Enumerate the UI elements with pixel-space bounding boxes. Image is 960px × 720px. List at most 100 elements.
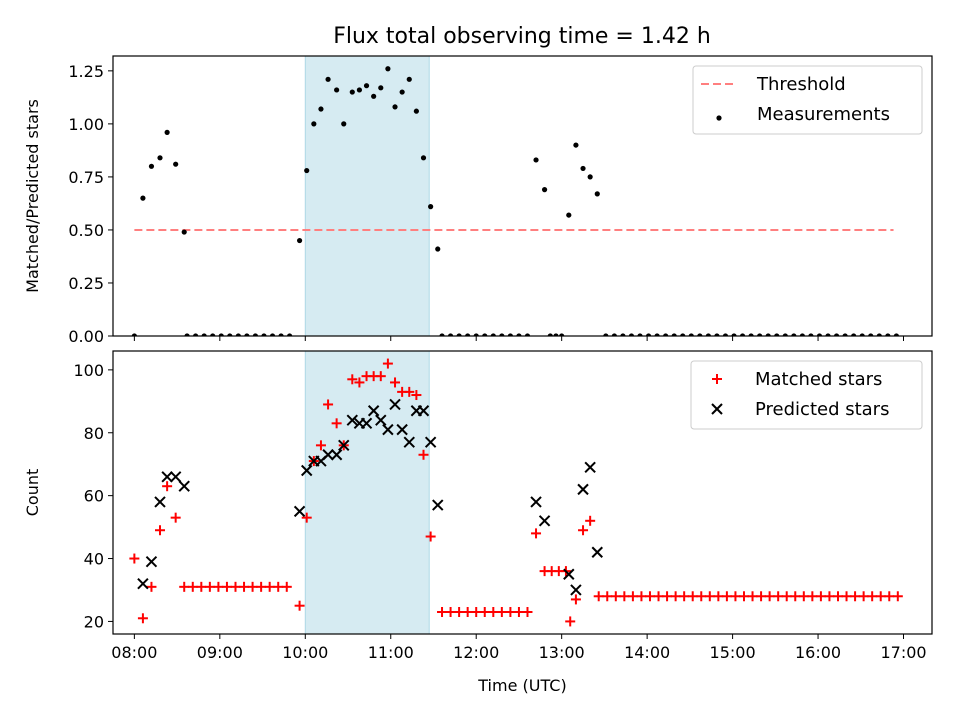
matched-stars-point (790, 591, 801, 602)
measurements-point (782, 333, 788, 336)
bottom-panel: 20 40 60 80 100 08:00 09:00 10:00 11:00 12:00 13:0… (23, 350, 933, 695)
predicted-stars-point (389, 398, 401, 411)
legend-label-threshold: Threshold (756, 74, 846, 95)
predicted-stars-point (538, 515, 551, 527)
measurements-point (406, 76, 412, 82)
matched-stars-point (653, 591, 664, 602)
measurements-point (413, 108, 419, 114)
measurements-point (435, 246, 441, 252)
measurements-point (559, 333, 565, 336)
predicted-stars-point (577, 483, 589, 496)
measurements-point (311, 121, 317, 127)
matched-stars-point (850, 591, 861, 602)
measurements-point (157, 155, 163, 161)
measurements-point (868, 333, 874, 336)
matched-stars-point (129, 553, 140, 564)
matched-stars-point (798, 591, 809, 602)
measurements-point (334, 87, 340, 93)
measurements-point (680, 333, 686, 336)
predicted-stars-point (145, 555, 158, 568)
measurements-point (399, 89, 405, 95)
matched-stars-point (496, 606, 507, 617)
measurements-point (385, 66, 391, 72)
predicted-stars-point (137, 577, 149, 590)
measurements-point (645, 333, 652, 336)
predicted-stars-point (322, 449, 334, 461)
matched-stars-point (815, 591, 826, 602)
matched-stars-point (679, 591, 690, 602)
bottom-xtick-label: 13:00 (539, 643, 585, 662)
bottom-observing-window-span (304, 350, 430, 635)
bottom-ytick-label: 60 (84, 487, 104, 506)
matched-stars-point (462, 606, 473, 617)
matched-stars-point (294, 600, 305, 611)
measurements-point (885, 333, 891, 336)
matched-stars-point (404, 386, 415, 397)
measurements-point (378, 85, 384, 91)
matched-stars-point (858, 591, 869, 602)
measurements-point (603, 333, 609, 336)
matched-stars-point (204, 581, 215, 592)
matched-stars-point (764, 591, 775, 602)
matched-stars-point (867, 591, 878, 602)
measurements-point (473, 333, 479, 336)
legend-label-predicted-stars: Predicted stars (755, 399, 889, 420)
bottom-legend: Matched stars Predicted stars (690, 360, 923, 430)
matched-stars-point (696, 591, 707, 602)
measurements-point (859, 333, 865, 336)
measurements-point (748, 333, 754, 336)
bottom-ytick-label: 40 (84, 550, 104, 569)
measurements-point (799, 333, 805, 336)
matched-stars-point (670, 591, 681, 602)
top-ytick-label: 0.00 (68, 327, 104, 346)
matched-stars-point (773, 591, 784, 602)
matched-stars-point (256, 581, 267, 592)
matched-stars-point (824, 591, 835, 602)
measurements-point (428, 204, 434, 210)
measurements-point (269, 333, 276, 336)
legend-entry-matched-stars: Matched stars (712, 369, 882, 390)
measurements-point (181, 229, 187, 235)
matched-stars-point (437, 606, 448, 617)
measurements-point (507, 333, 513, 336)
measurements-point (524, 333, 531, 336)
measurements-point (547, 333, 553, 336)
matched-stars-point (230, 581, 241, 592)
matched-stars-point (713, 591, 724, 602)
measurements-point (876, 333, 882, 336)
measurements-point (356, 87, 363, 93)
measurements-point (697, 333, 703, 336)
top-ylabel: Matched/Predicted stars (23, 99, 42, 293)
bottom-xtick-label: 11:00 (368, 643, 414, 662)
measurements-point (420, 155, 427, 161)
matched-stars-point (445, 606, 456, 617)
matched-stars-point (730, 591, 741, 602)
bottom-ytick-label: 80 (84, 424, 104, 443)
matched-stars-point (187, 581, 198, 592)
predicted-stars-point (375, 414, 387, 426)
measurements-point (482, 333, 488, 336)
measurements-point (363, 83, 370, 89)
legend-entry-measurements: Measurements (716, 104, 890, 125)
top-axes-frame (112, 55, 933, 337)
matched-stars-point (454, 606, 465, 617)
bottom-xtick-label: 12:00 (453, 643, 499, 662)
measurements-point (816, 333, 823, 336)
measurements-point (533, 157, 539, 163)
matched-stars-point (505, 606, 516, 617)
predicted-stars-point (432, 499, 444, 511)
predicted-stars-point (382, 423, 394, 436)
measurements-point (325, 76, 331, 82)
measurements-point (808, 333, 814, 336)
measurements-point (705, 333, 711, 336)
measurements-point (893, 333, 899, 336)
measurements-point (714, 333, 720, 336)
matched-stars-point (239, 581, 250, 592)
bottom-ytick-label: 20 (84, 612, 104, 631)
measurements-point (833, 333, 840, 336)
measurements-point (654, 333, 660, 336)
bottom-xtick-label: 14:00 (624, 643, 670, 662)
measurements-point (439, 333, 445, 336)
predicted-stars-point (570, 584, 582, 596)
measurements-point (244, 333, 250, 336)
